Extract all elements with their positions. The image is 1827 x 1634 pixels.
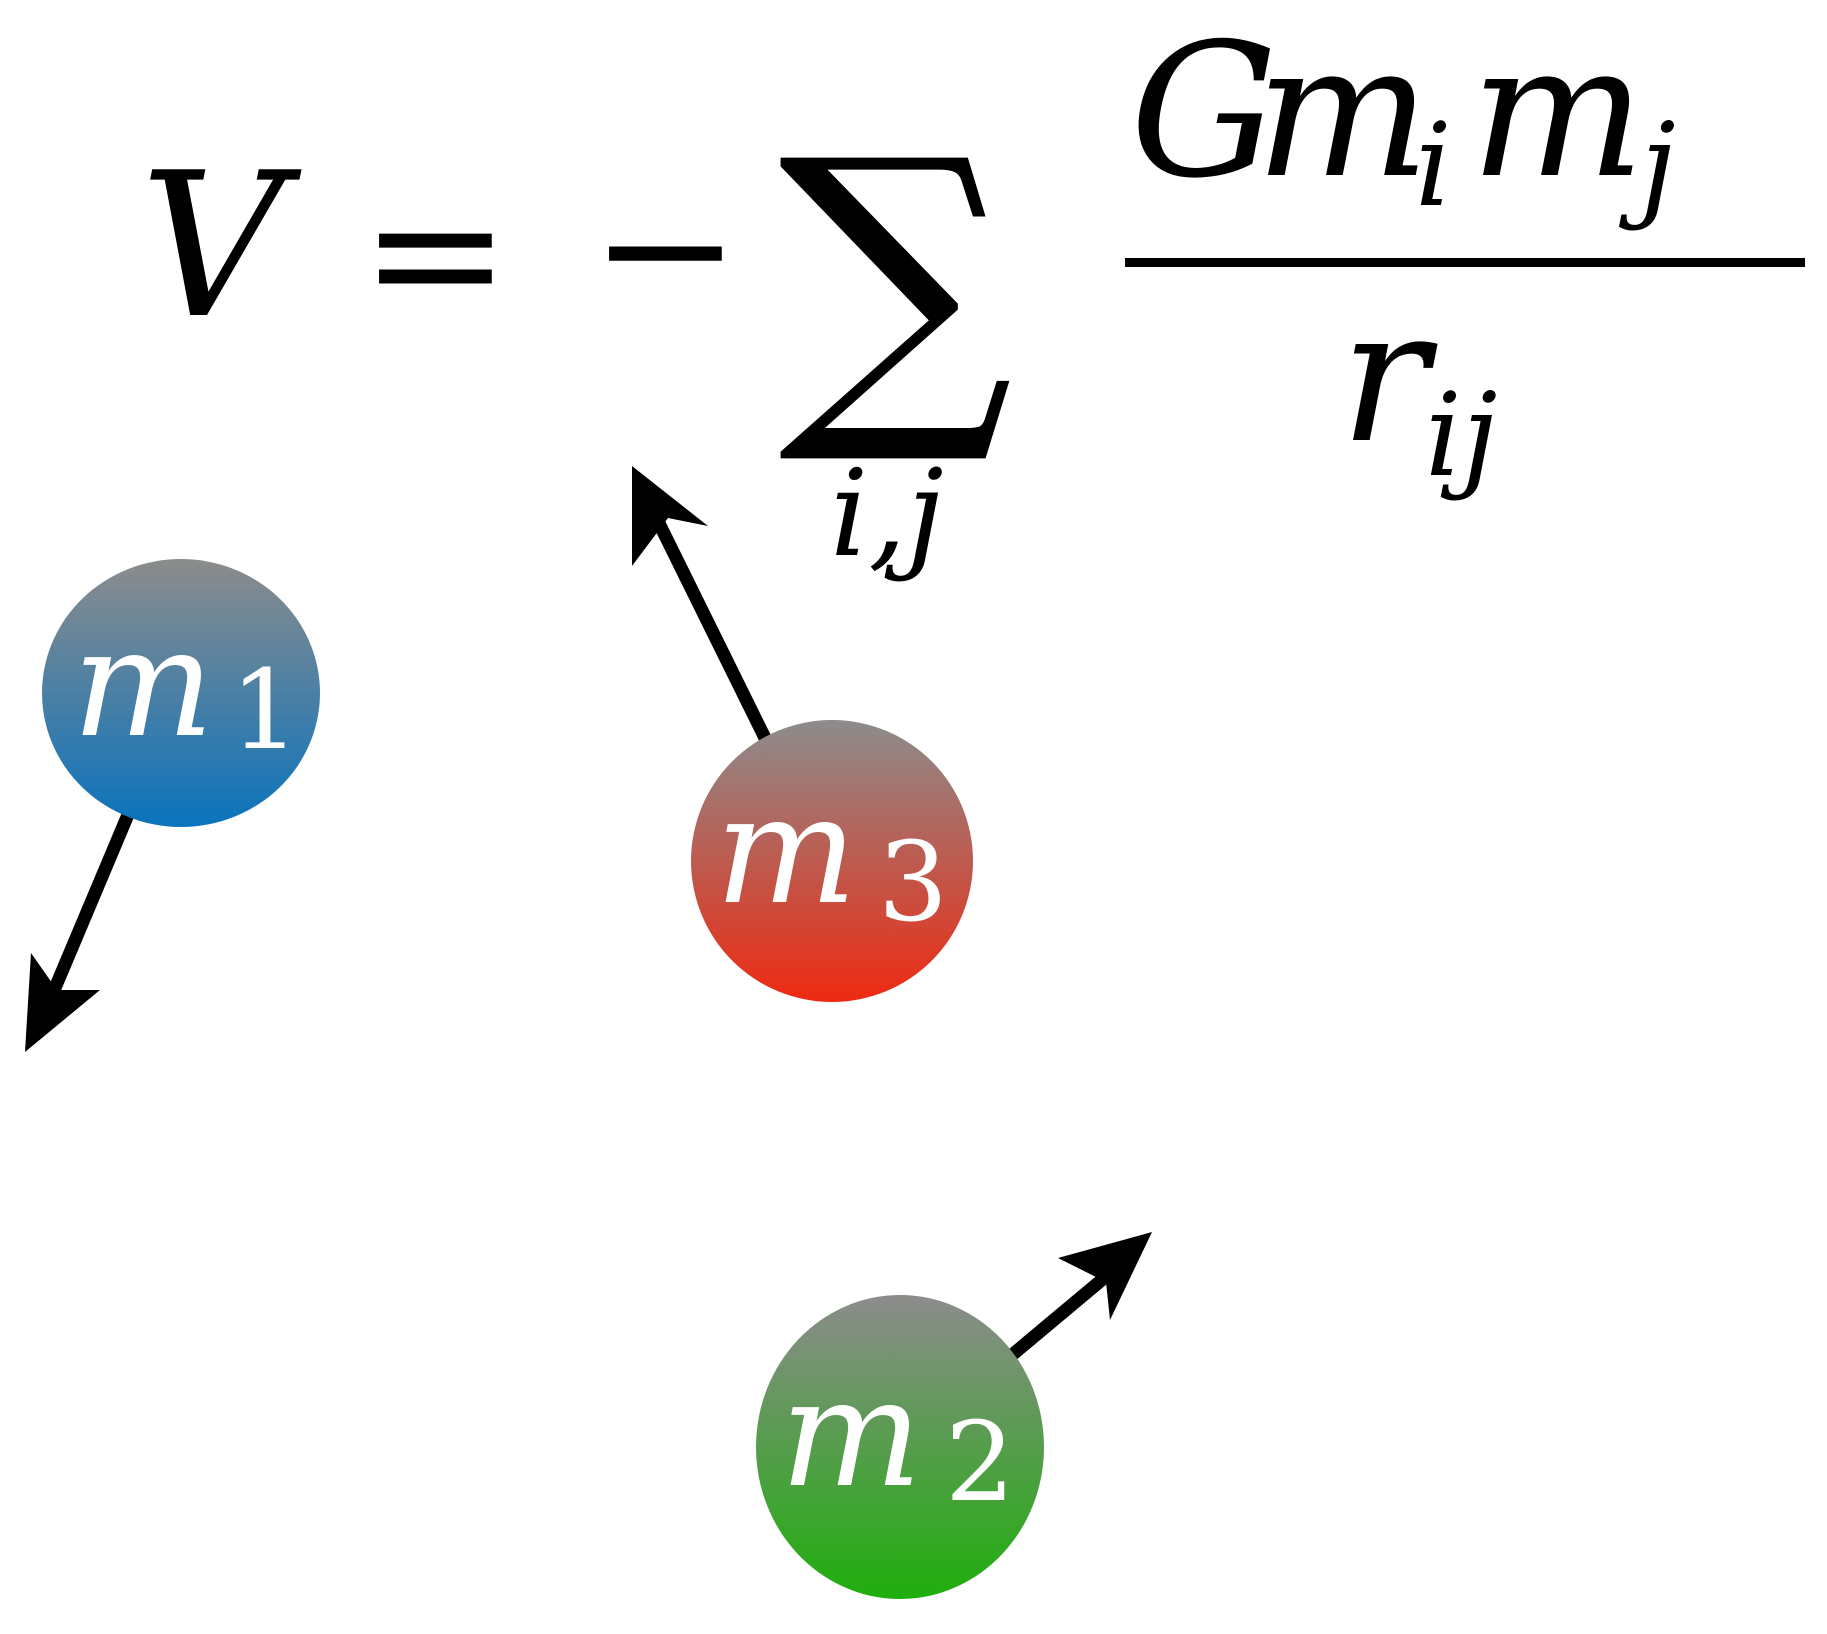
mass-m3: m 3 <box>691 720 973 1002</box>
formula-numerator-g: G <box>1130 3 1278 219</box>
mass-m1-symbol: m <box>72 597 214 771</box>
mass-m1-subscript: 1 <box>230 646 300 774</box>
fraction-bar <box>1125 258 1805 267</box>
formula-sum-index: i,j <box>830 445 944 584</box>
velocity-arrow-m1 <box>25 807 136 1052</box>
mass-m2: m 2 <box>756 1295 1044 1599</box>
velocity-arrow-m3 <box>632 466 773 745</box>
potential-formula: V = − ∑ i,j G m i m j r ij <box>140 3 1805 584</box>
velocity-arrow-m2 <box>1007 1232 1152 1360</box>
formula-lhs: V <box>140 130 302 363</box>
formula-numerator-m-j: m <box>1470 3 1645 219</box>
formula-sum-symbol: ∑ <box>778 89 1014 473</box>
formula-numerator-m-i: m <box>1255 3 1430 219</box>
velocity-arrows <box>25 466 1152 1360</box>
mass-m2-symbol: m <box>780 1347 922 1521</box>
formula-numerator-sub-i: i <box>1415 99 1452 233</box>
mass-m1: m 1 <box>42 559 320 827</box>
formula-denominator-sub-ij: ij <box>1425 369 1497 503</box>
formula-equals: = <box>360 149 511 358</box>
mass-m3-symbol: m <box>715 764 857 938</box>
mass-m2-subscript: 2 <box>945 1398 1015 1526</box>
mass-m3-subscript: 3 <box>878 818 948 946</box>
formula-minus: − <box>590 144 741 353</box>
formula-denominator-r: r <box>1340 268 1438 484</box>
